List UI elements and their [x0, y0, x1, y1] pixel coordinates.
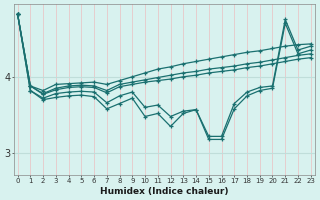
X-axis label: Humidex (Indice chaleur): Humidex (Indice chaleur): [100, 187, 228, 196]
